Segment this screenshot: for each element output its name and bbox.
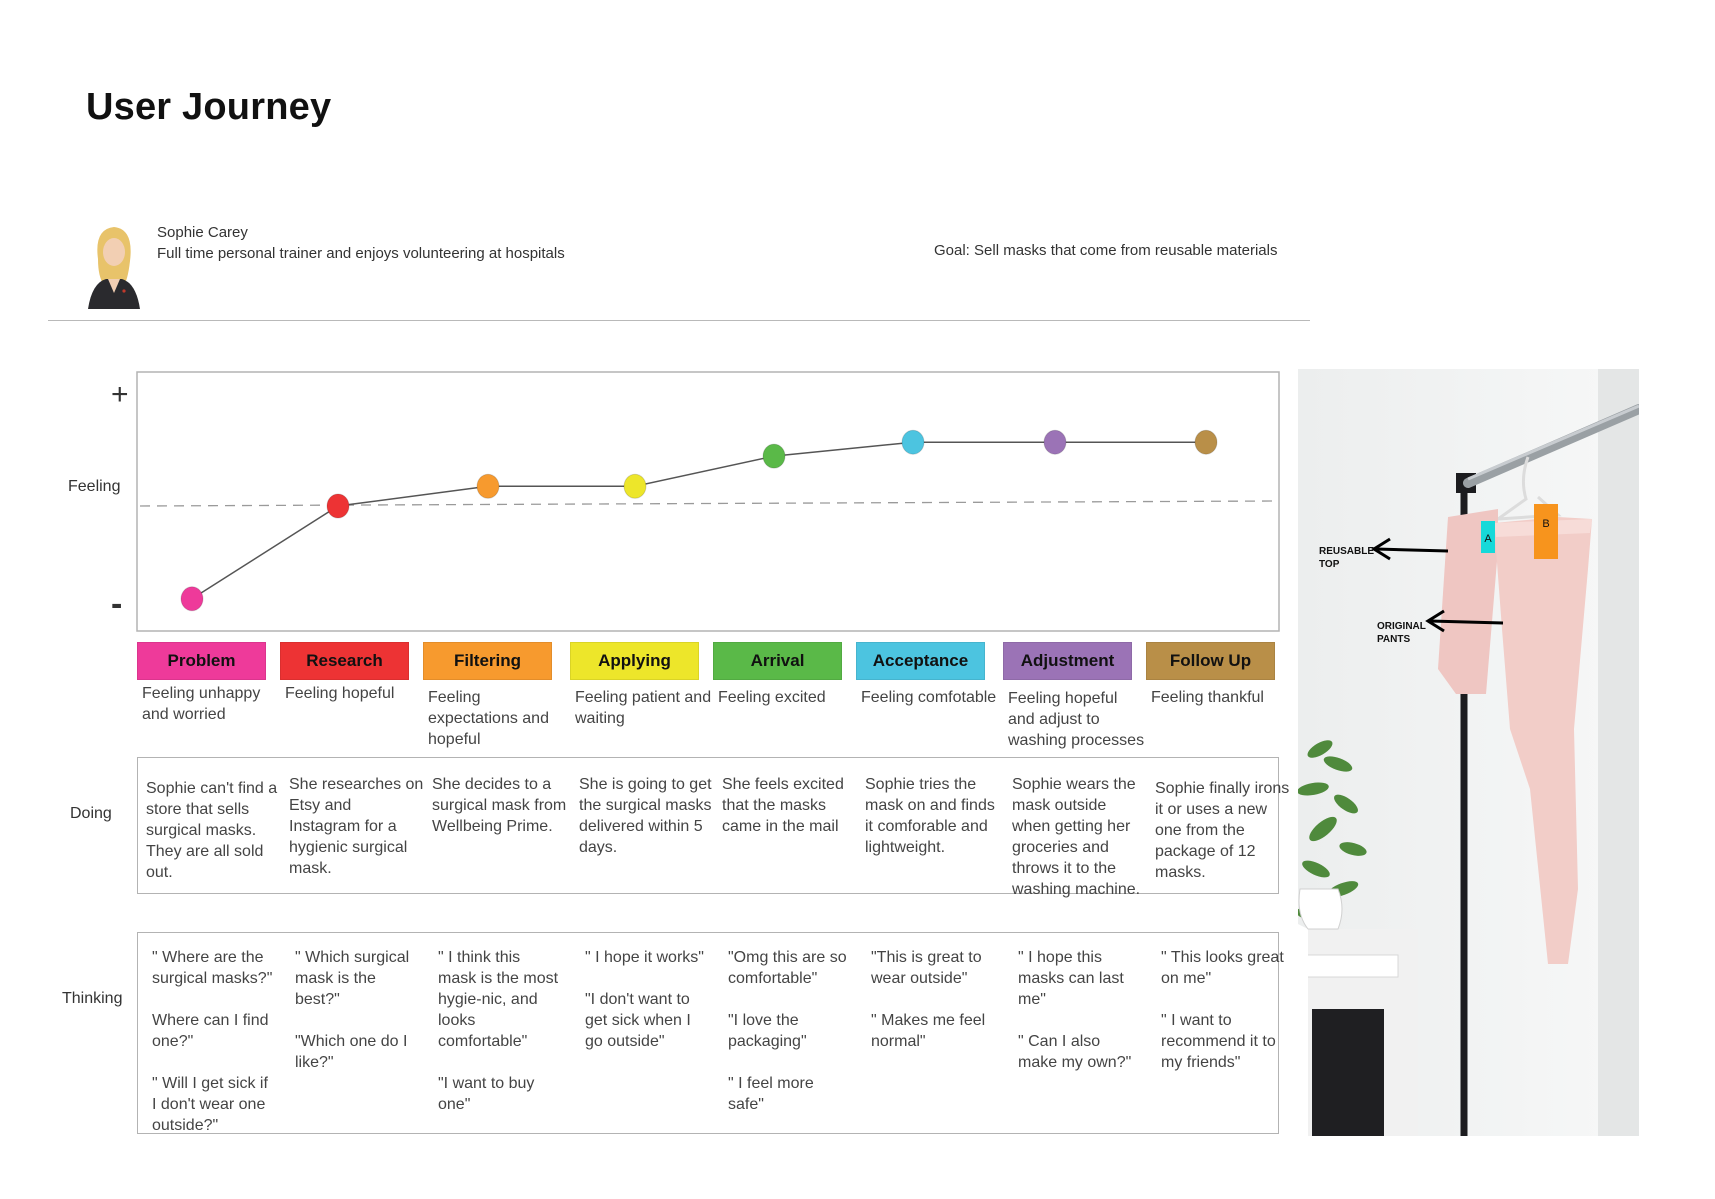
- reusable-top-label: REUSABLE TOP: [1319, 546, 1375, 570]
- stage-label: Arrival: [713, 642, 842, 680]
- feeling-point-adjustment: [1043, 429, 1067, 455]
- stage-label: Adjustment: [1003, 642, 1132, 680]
- reusable-top-arrow: [1371, 537, 1449, 561]
- stage-label: Follow Up: [1146, 642, 1275, 680]
- persona-name: Sophie Carey: [157, 224, 248, 241]
- stage-label: Applying: [570, 642, 699, 680]
- stage-feeling-text: Feeling comfotable: [861, 689, 997, 706]
- thinking-panel: " Where are the surgical masks?" Where c…: [137, 932, 1284, 1134]
- tag-b-label: B: [1542, 518, 1549, 530]
- doing-cell: Sophie can't find a store that sells sur…: [146, 780, 278, 881]
- persona-goal: Goal: Sell masks that come from reusable…: [934, 242, 1278, 259]
- feeling-negative-marker: -: [111, 585, 123, 623]
- thinking-cell: " Where are the surgical masks?" Where c…: [152, 949, 273, 1134]
- stage-feeling-text: Feeling patient and waiting: [575, 689, 712, 727]
- feeling-line: [191, 441, 1206, 600]
- feeling-row-label: Feeling: [68, 478, 121, 495]
- thinking-cell: " I hope it works" "I don't want to get …: [585, 949, 704, 1050]
- stage-label: Filtering: [423, 642, 552, 680]
- thinking-cell: "This is great to wear outside" " Makes …: [871, 949, 986, 1050]
- stage-label: Acceptance: [856, 642, 985, 680]
- stage-feeling-text: Feeling hopeful and adjust to washing pr…: [1008, 690, 1145, 749]
- thinking-row-label: Thinking: [62, 990, 123, 1007]
- feeling-positive-marker: +: [111, 378, 129, 411]
- stage-feeling-text: Feeling excited: [718, 689, 826, 706]
- doing-panel: Sophie can't find a store that sells sur…: [137, 757, 1289, 898]
- thinking-cell: " This looks great on me" " I want to re…: [1161, 949, 1284, 1071]
- clothing-photo: A B: [1298, 369, 1639, 1136]
- doing-cell: She decides to a surgical mask from Well…: [432, 776, 567, 835]
- doing-cell: Sophie wears the mask outside when getti…: [1012, 776, 1141, 898]
- page-title: User Journey: [86, 86, 332, 128]
- feeling-point-problem: [180, 586, 204, 612]
- header-divider: [48, 320, 1310, 321]
- neutral-baseline: [139, 500, 1277, 507]
- feeling-point-filtering: [476, 473, 500, 499]
- feeling-point-follow-up: [1194, 429, 1218, 455]
- doing-cell: She researches on Etsy and Instagram for…: [289, 776, 424, 877]
- feeling-point-arrival: [762, 443, 786, 469]
- doing-cell: She is going to get the surgical masks d…: [579, 776, 712, 856]
- stage-label: Problem: [137, 642, 266, 680]
- feeling-point-acceptance: [901, 429, 925, 455]
- stage-feeling-text: Feeling hopeful: [285, 685, 395, 702]
- original-pants-arrow: [1425, 609, 1504, 633]
- original-pants-label: ORIGINAL PANTS: [1377, 621, 1426, 645]
- doing-cell: Sophie finally irons it or uses a new on…: [1155, 780, 1290, 881]
- stage-label: Research: [280, 642, 409, 680]
- doing-row-label: Doing: [70, 805, 112, 822]
- tag-a-swatch: [1481, 521, 1495, 553]
- doing-cell: She feels excited that the masks came in…: [722, 776, 844, 835]
- stage-feeling-text: Feeling thankful: [1151, 689, 1264, 706]
- feeling-point-research: [326, 493, 350, 519]
- avatar: [84, 219, 142, 309]
- stage-feeling-text: Feeling unhappy and worried: [142, 685, 261, 723]
- thinking-cell: " I hope this masks can last me" " Can I…: [1018, 949, 1132, 1071]
- feeling-chart: [136, 371, 1280, 632]
- feeling-chart-frame: [136, 371, 1280, 632]
- stage-feeling-text: Feeling expectations and hopeful: [428, 689, 549, 748]
- tag-a-label: A: [1484, 533, 1492, 545]
- tag-b-swatch: [1534, 504, 1558, 559]
- persona-description: Full time personal trainer and enjoys vo…: [157, 245, 565, 262]
- doing-cell: Sophie tries the mask on and finds it co…: [865, 776, 995, 856]
- thinking-cell: " Which surgical mask is the best?" "Whi…: [295, 949, 410, 1071]
- feeling-point-applying: [623, 473, 647, 499]
- thinking-cell: " I think this mask is the most hygie-ni…: [438, 949, 559, 1113]
- thinking-cell: "Omg this are so comfortable" "I love th…: [728, 949, 847, 1113]
